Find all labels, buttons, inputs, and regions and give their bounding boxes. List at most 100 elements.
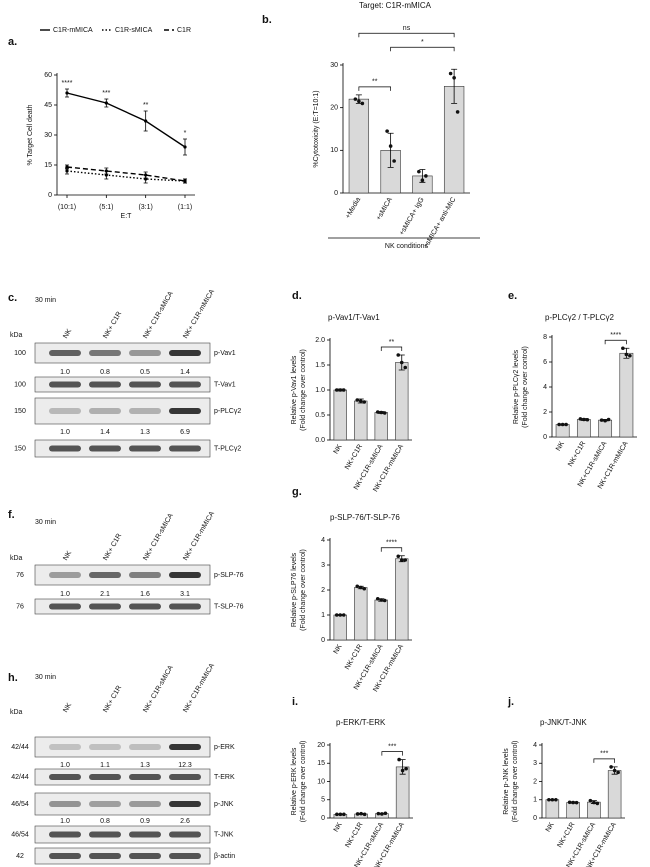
data-point — [376, 811, 381, 816]
data-point — [334, 613, 339, 617]
y-axis-label: (Fold change over control) — [300, 549, 307, 631]
data-point — [399, 360, 404, 365]
kda-value: 76 — [16, 603, 24, 610]
y-tick-label: 2 — [533, 778, 537, 785]
error-bar — [387, 132, 394, 168]
legend-label: C1R-sMICA — [115, 27, 153, 34]
band — [89, 744, 121, 750]
point — [183, 179, 187, 183]
data-point — [557, 422, 561, 427]
panel-letter: a. — [8, 36, 17, 48]
y-axis-label: (Fold change over control) — [300, 349, 307, 431]
x-tick-label: +sMICA+ IgG — [398, 196, 425, 236]
y-tick-label: 0 — [543, 434, 547, 441]
y-tick-label: 60 — [44, 72, 52, 79]
band — [129, 408, 161, 414]
x-tick-label: NK+C1R — [344, 821, 364, 849]
band — [49, 445, 81, 452]
data-point — [400, 768, 405, 773]
band — [129, 744, 161, 750]
band — [49, 831, 81, 838]
y-axis-label: (Fold change over control) — [300, 741, 307, 823]
band — [129, 801, 161, 807]
bar — [598, 419, 613, 438]
band — [49, 853, 81, 859]
data-point — [392, 159, 396, 163]
data-point — [342, 812, 346, 817]
data-point — [554, 797, 558, 802]
panel-letter: e. — [508, 290, 517, 302]
y-tick-label: 10 — [317, 778, 325, 785]
data-point — [403, 365, 408, 370]
time-label: 30 min — [35, 297, 56, 304]
y-tick-label: 20 — [317, 742, 325, 749]
data-point — [550, 797, 555, 802]
series-line — [66, 92, 186, 148]
kda-value: 46/54 — [11, 831, 29, 838]
y-tick-label: 0.5 — [315, 412, 325, 419]
significance-label: ns — [403, 25, 411, 32]
data-point — [424, 174, 428, 178]
band — [169, 853, 201, 859]
quant-label: 1.1 — [100, 762, 110, 769]
data-point — [606, 417, 611, 422]
data-point — [353, 97, 358, 101]
y-axis-label: %Cytotoxicity (E:T=10:1) — [313, 90, 320, 167]
band — [169, 572, 201, 578]
panel-letter: h. — [8, 672, 18, 684]
band — [89, 572, 121, 578]
significance-bracket — [604, 339, 627, 345]
y-tick-label: 6 — [543, 359, 547, 366]
y-tick-label: 5 — [321, 797, 325, 804]
band — [89, 381, 121, 388]
data-point — [355, 398, 360, 402]
y-tick-label: 2 — [321, 587, 325, 594]
data-point — [382, 598, 387, 603]
data-point — [379, 598, 384, 602]
y-axis-label: (Fold change over control) — [522, 346, 529, 428]
kda-value: 42 — [16, 853, 24, 860]
quant-label: 12.3 — [178, 762, 192, 769]
data-point — [396, 353, 401, 357]
data-point — [341, 613, 346, 617]
data-point — [355, 812, 360, 816]
significance-label: *** — [388, 743, 396, 750]
x-tick-label: (10:1) — [58, 204, 76, 211]
band — [169, 744, 201, 750]
x-tick-label: (1:1) — [178, 204, 192, 211]
significance-label: ** — [389, 339, 395, 346]
bar — [374, 412, 388, 441]
x-tick-label: (5:1) — [99, 204, 113, 211]
data-point — [417, 169, 421, 174]
quant-label: 6.9 — [180, 429, 190, 436]
legend-label: C1R — [177, 27, 191, 34]
band — [49, 774, 81, 780]
band — [89, 801, 121, 807]
band — [49, 744, 81, 750]
significance-bracket — [380, 547, 403, 552]
quant-label: 2.1 — [100, 591, 110, 598]
kda-value: 100 — [14, 381, 26, 388]
y-tick-label: 0 — [533, 815, 537, 822]
blot-strip — [34, 342, 211, 364]
panel-letter: b. — [262, 14, 272, 26]
data-point — [560, 422, 565, 427]
y-tick-label: 1 — [533, 797, 537, 804]
x-tick-label: NK — [333, 821, 344, 833]
lane-label: NK+ C1R-mMICA — [182, 662, 216, 714]
data-point — [359, 811, 363, 816]
data-point — [578, 417, 583, 421]
bar — [607, 770, 622, 819]
quant-label: 0.8 — [100, 369, 110, 376]
y-tick-label: 4 — [543, 384, 547, 391]
data-point — [380, 812, 384, 816]
y-tick-label: 10 — [330, 147, 338, 154]
data-point — [382, 411, 387, 415]
panel-letter: i. — [292, 696, 298, 708]
band — [129, 572, 161, 578]
quant-label: 1.4 — [100, 429, 110, 436]
row-label: p-SLP-76 — [214, 572, 244, 579]
bar — [619, 352, 634, 438]
band — [129, 831, 161, 838]
